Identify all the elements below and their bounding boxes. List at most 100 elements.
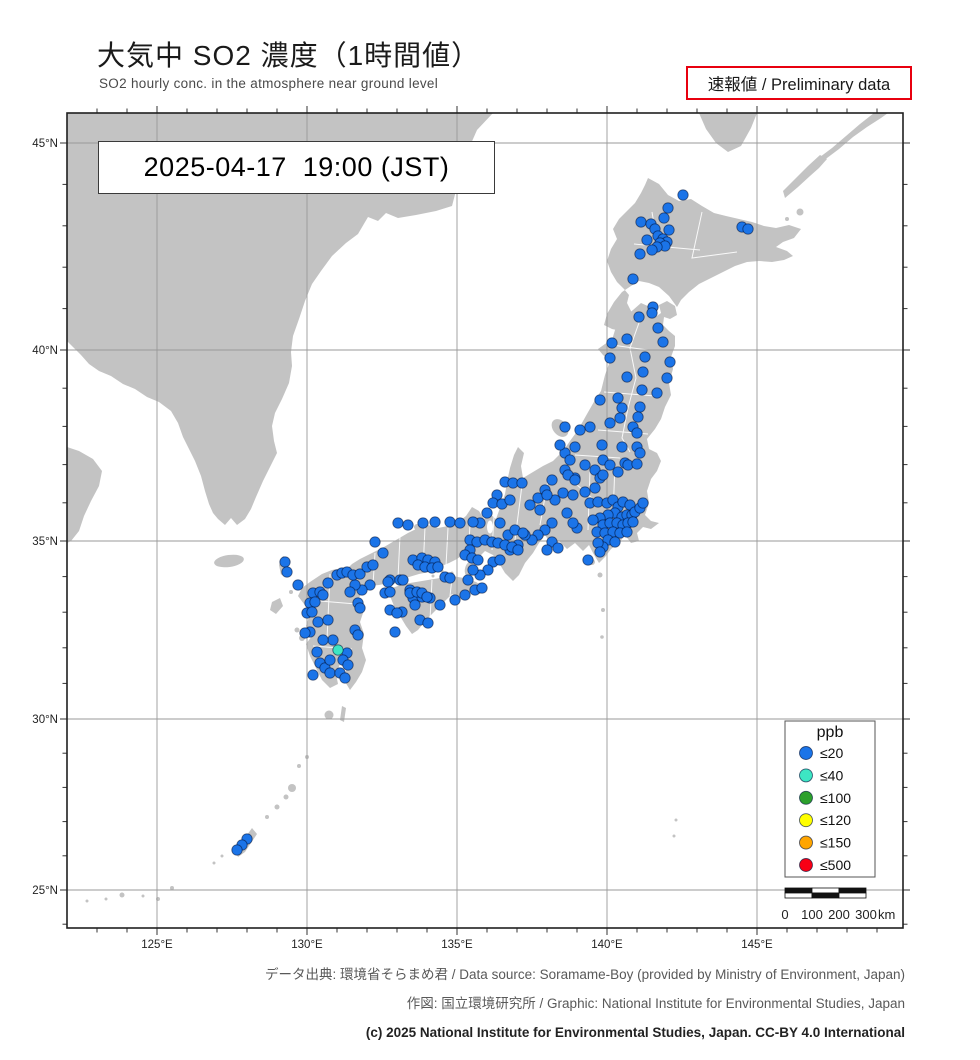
station-dot: [594, 546, 606, 558]
legend-title: ppb: [817, 724, 844, 741]
legend-item-swatch: [799, 813, 813, 828]
station-dot: [632, 411, 644, 423]
station-dot: [557, 487, 569, 499]
ryukyu-3: [283, 794, 289, 800]
lat-label: 35°N: [32, 536, 58, 548]
scalebar-segment: [838, 892, 867, 899]
islet-se-1: [674, 818, 678, 822]
footer-copyright: (c) 2025 National Institute for Environm…: [365, 1025, 905, 1040]
legend-item-swatch: [799, 746, 813, 760]
station-dot: [481, 507, 493, 519]
station-dot: [307, 669, 319, 681]
station-dot: [635, 216, 647, 228]
station-dot: [574, 424, 586, 436]
station-dot: [604, 417, 616, 429]
station-dot: [559, 421, 571, 433]
station-dot: [541, 489, 553, 501]
station-dot: [482, 564, 494, 576]
amakusa-islet: [294, 627, 300, 633]
yaeyama-2: [141, 894, 145, 898]
lon-label: 130°E: [291, 939, 323, 951]
shikotan-island: [796, 208, 804, 216]
station-dot: [397, 574, 409, 586]
station-dot: [504, 494, 516, 506]
station-dot: [612, 466, 624, 478]
station-dot: [594, 394, 606, 406]
station-dot: [604, 459, 616, 471]
footer-data-source: データ出典: 環境省そらまめ君 / Data source: Soramame-…: [265, 967, 905, 982]
station-dot: [377, 547, 389, 559]
station-dot: [552, 542, 564, 554]
ryukyu-6: [220, 854, 224, 858]
station-dot: [429, 516, 441, 528]
izu-island-4: [600, 635, 604, 639]
station-dot: [634, 248, 646, 260]
station-dot: [299, 627, 311, 639]
station-dot: [317, 589, 329, 601]
station-dot: [402, 519, 414, 531]
legend-item-label: ≤100: [820, 790, 851, 806]
jeju-island: [214, 554, 244, 568]
tanegashima-island: [340, 706, 346, 722]
iturup-island: [820, 113, 888, 161]
station-dot: [312, 616, 324, 628]
station-dot: [444, 516, 456, 528]
station-dot: [344, 586, 356, 598]
station-dot: [631, 427, 643, 439]
station-dot: [569, 474, 581, 486]
scalebar-tick-label: 300: [855, 907, 877, 922]
station-dot: [421, 591, 433, 603]
station-dot: [742, 223, 754, 235]
station-dot: [634, 401, 646, 413]
station-dot: [534, 504, 546, 516]
amami-island: [288, 784, 296, 792]
station-dot: [324, 667, 336, 679]
station-dot: [311, 646, 323, 658]
scalebar-segment: [811, 887, 840, 894]
station-dot: [579, 486, 591, 498]
station-dot: [662, 202, 674, 214]
page-subtitle: SO2 hourly conc. in the atmosphere near …: [99, 76, 439, 91]
station-dot: [516, 477, 528, 489]
station-dot: [432, 561, 444, 573]
map-frame: [66, 112, 904, 929]
station-dot: [389, 626, 401, 638]
station-dot: [554, 439, 566, 451]
ryukyu-7: [212, 861, 216, 865]
station-dot: [467, 564, 479, 576]
station-dot: [444, 572, 456, 584]
station-dot: [546, 517, 558, 529]
preliminary-data-badge: 速報値 / Preliminary data: [686, 66, 912, 100]
lon-label: 145°E: [741, 939, 773, 951]
lat-label: 45°N: [32, 138, 58, 150]
station-dot: [596, 439, 608, 451]
yakushima-island: [324, 710, 334, 720]
station-dot: [467, 516, 479, 528]
legend-item-swatch: [799, 768, 813, 783]
station-dot: [637, 366, 649, 378]
station-dot: [677, 189, 689, 201]
station-dot: [367, 559, 379, 571]
station-dot: [582, 554, 594, 566]
station-dot: [637, 497, 649, 509]
station-dot: [231, 844, 243, 856]
station-dot: [597, 469, 609, 481]
station-dot: [449, 594, 461, 606]
station-dot: [627, 273, 639, 285]
station-dot: [382, 576, 394, 588]
station-dot: [652, 322, 664, 334]
station-dot: [524, 499, 536, 511]
page-title: 大気中 SO2 濃度（1時間値）: [97, 40, 481, 71]
station-dot: [567, 517, 579, 529]
scalebar-segment: [811, 892, 840, 899]
station-dot: [306, 606, 318, 618]
kunashir-island: [783, 155, 827, 198]
station-dot: [494, 517, 506, 529]
scalebar-tick-label: 100: [801, 907, 823, 922]
lon-label: 140°E: [591, 939, 623, 951]
scalebar-segment: [784, 892, 813, 899]
station-dot: [292, 579, 304, 591]
station-dot: [589, 482, 601, 494]
asia-continent: [67, 113, 493, 525]
